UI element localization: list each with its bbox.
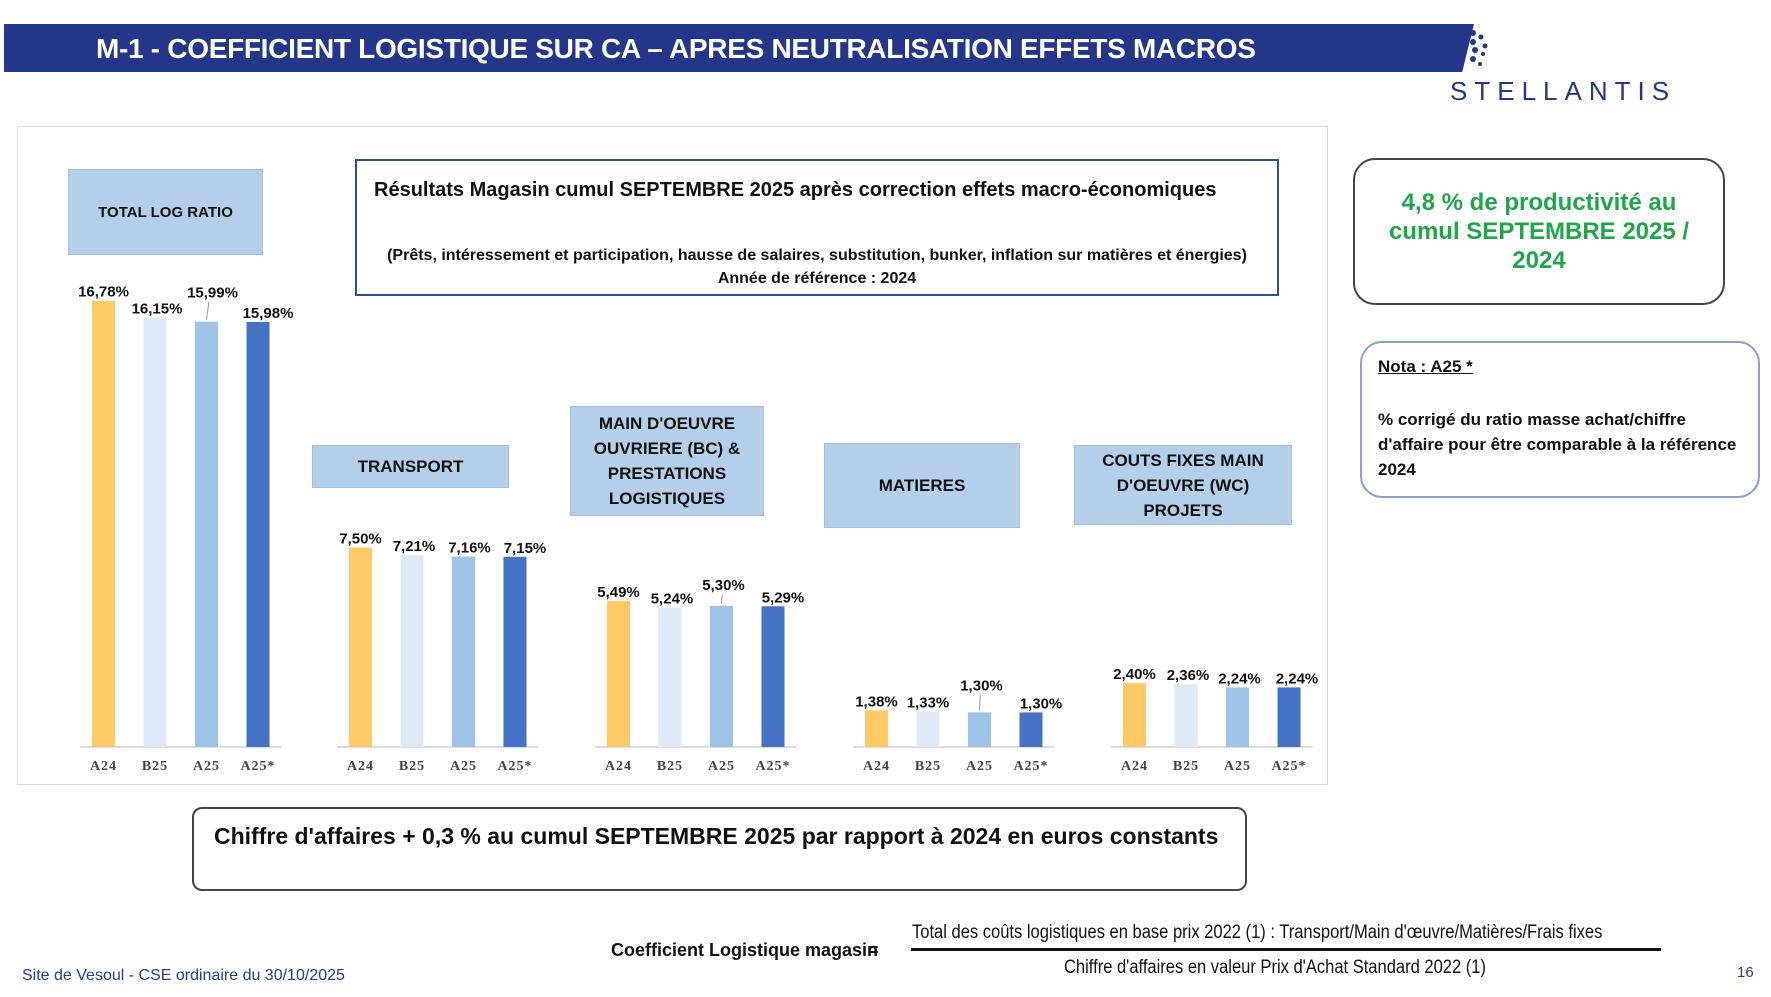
data-label: 16,15% (132, 300, 183, 317)
tick-label: B25 (142, 759, 168, 774)
bar (195, 321, 218, 747)
tick-label: A25 (708, 759, 735, 774)
category-label-transport: TRANSPORT (312, 445, 509, 488)
data-label: 5,30% (702, 577, 745, 594)
productivity-box: 4,8 % de productivité au cumul SEPTEMBRE… (1353, 158, 1725, 305)
label-leader (979, 694, 981, 711)
data-label: 5,49% (597, 584, 640, 601)
formula-equals: = (868, 940, 879, 960)
data-label: 16,78% (78, 284, 129, 301)
data-label: 7,50% (339, 531, 382, 548)
bar (246, 321, 270, 747)
data-label: 2,40% (1113, 666, 1156, 683)
bar (143, 317, 167, 747)
bar (1123, 683, 1146, 747)
tick-label: A25 (966, 759, 993, 774)
bar (349, 547, 372, 747)
bar (400, 555, 424, 747)
tick-label: A24 (347, 759, 374, 774)
tick-label: A25* (240, 759, 275, 774)
data-label: 2,36% (1167, 667, 1210, 684)
tick-label: B25 (399, 759, 425, 774)
bar (761, 606, 785, 747)
data-label: 5,29% (762, 589, 805, 606)
revenue-note: Chiffre d'affaires + 0,3 % au cumul SEPT… (214, 823, 1219, 849)
tick-label: A24 (90, 759, 117, 774)
formula-numerator: Total des coûts logistiques en base prix… (912, 922, 1603, 943)
formula-fraction-line (911, 948, 1661, 951)
bar (1226, 687, 1249, 747)
data-label: 15,98% (243, 305, 294, 322)
data-label: 7,21% (393, 538, 436, 555)
data-label: 7,15% (504, 540, 547, 557)
tick-label: A25* (755, 759, 790, 774)
bar (968, 712, 991, 747)
bar (658, 607, 682, 747)
data-label: 5,24% (651, 591, 694, 608)
page-title: M-1 - COEFFICIENT LOGISTIQUE SUR CA – AP… (96, 33, 1256, 64)
nota-title: Nota : A25 * (1378, 357, 1473, 376)
bar (1019, 712, 1043, 747)
bar (607, 600, 630, 747)
footer-site: Site de Vesoul - CSE ordinaire du 30/10/… (22, 967, 345, 984)
tick-label: A24 (1121, 759, 1148, 774)
tick-label: A25* (1271, 759, 1306, 774)
data-label: 2,24% (1218, 670, 1261, 687)
stellantis-dots-icon (1470, 30, 1488, 66)
label-leader (206, 301, 210, 320)
results-subtitle: (Prêts, intéressement et participation, … (387, 247, 1247, 264)
data-label: 1,38% (855, 693, 898, 710)
tick-label: A25 (1224, 759, 1251, 774)
data-label: 15,99% (187, 285, 238, 302)
tick-label: B25 (1173, 759, 1199, 774)
nota-text: % corrigé du ratio masse achat/chiffre d… (1378, 410, 1737, 479)
label-leader (721, 593, 723, 605)
bar (452, 556, 475, 747)
bar (916, 711, 940, 747)
tick-label: A24 (863, 759, 890, 774)
revenue-note-box: Chiffre d'affaires + 0,3 % au cumul SEPT… (192, 807, 1247, 891)
data-label: 1,33% (907, 695, 950, 712)
category-label-main-oeuvre: MAIN D'OEUVRE OUVRIERE (BC) & PRESTATION… (570, 406, 764, 516)
title-bar: M-1 - COEFFICIENT LOGISTIQUE SUR CA – AP… (4, 24, 1474, 72)
tick-label: A25* (1013, 759, 1048, 774)
bar (503, 556, 527, 747)
data-label: 1,30% (960, 677, 1003, 694)
tick-label: B25 (915, 759, 941, 774)
category-label-couts-fixes: COUTS FIXES MAIN D'OEUVRE (WC) PROJETS (1074, 445, 1292, 525)
results-reference: Année de référence : 2024 (717, 270, 917, 287)
page-number: 16 (1737, 964, 1754, 981)
tick-label: A25* (497, 759, 532, 774)
tick-label: B25 (657, 759, 683, 774)
bar (710, 606, 733, 747)
bar (1174, 684, 1198, 747)
category-label-matieres: MATIERES (824, 443, 1020, 528)
bar (865, 710, 888, 747)
nota-box: Nota : A25 * % corrigé du ratio masse ac… (1360, 341, 1760, 498)
results-box: Résultats Magasin cumul SEPTEMBRE 2025 a… (355, 159, 1279, 296)
tick-label: A25 (193, 759, 220, 774)
formula-label: Coefficient Logistique magasin (611, 940, 879, 960)
data-label: 1,30% (1020, 695, 1063, 712)
formula-denominator: Chiffre d'affaires en valeur Prix d'Acha… (1064, 957, 1486, 978)
bar (1277, 687, 1301, 747)
tick-label: A25 (450, 759, 477, 774)
brand-logo: STELLANTIS (1450, 76, 1677, 106)
data-label: 2,24% (1276, 670, 1319, 687)
results-title: Résultats Magasin cumul SEPTEMBRE 2025 a… (374, 179, 1217, 201)
tick-label: A24 (605, 759, 632, 774)
bar (92, 300, 115, 747)
data-label: 7,16% (448, 540, 491, 557)
category-label-total: TOTAL LOG RATIO (68, 169, 263, 255)
